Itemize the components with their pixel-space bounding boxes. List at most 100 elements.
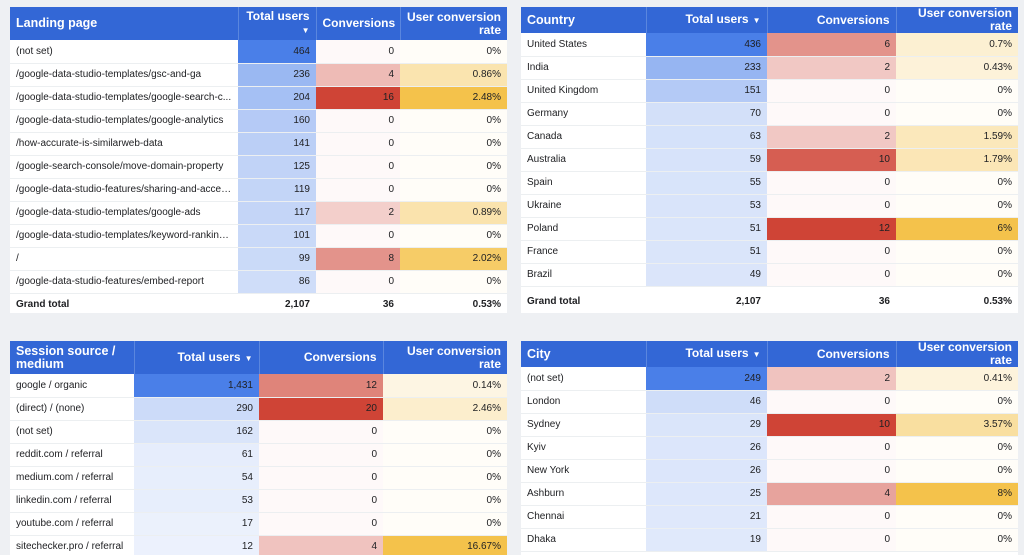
table-row[interactable]: Spain 55 0 0% bbox=[521, 171, 1018, 195]
col-conversions[interactable]: Conversions bbox=[316, 7, 401, 40]
table-row[interactable]: New York 26 0 0% bbox=[521, 459, 1018, 483]
col-user-conversion-rate[interactable]: User conversion rate bbox=[400, 7, 507, 40]
table-row[interactable]: France 51 0 0% bbox=[521, 240, 1018, 264]
total-users-cell: 63 bbox=[646, 125, 767, 149]
conversion-rate-cell: 6% bbox=[896, 217, 1018, 241]
table-row[interactable]: /google-data-studio-templates/gsc-and-ga… bbox=[10, 63, 507, 87]
dimension-cell: Chennai bbox=[521, 505, 646, 529]
table-row[interactable]: United States 436 6 0.7% bbox=[521, 33, 1018, 57]
table-row[interactable]: London 46 0 0% bbox=[521, 390, 1018, 414]
arrow-down-icon[interactable]: ▼ bbox=[752, 350, 761, 359]
conversions-cell: 0 bbox=[767, 505, 896, 529]
dimension-cell: Ashburn bbox=[521, 482, 646, 506]
col-conversions[interactable]: Conversions bbox=[767, 341, 897, 367]
conversion-rate-cell: 0% bbox=[896, 79, 1018, 103]
conversion-rate-cell: 3.57% bbox=[896, 413, 1018, 437]
col-user-conversion-rate[interactable]: User conversion rate bbox=[896, 341, 1018, 367]
conversions-cell: 4 bbox=[316, 63, 400, 87]
table-row[interactable]: youtube.com / referral 17 0 0% bbox=[10, 512, 507, 536]
table-row[interactable]: Australia 59 10 1.79% bbox=[521, 148, 1018, 172]
total-users-cell: 436 bbox=[646, 33, 767, 57]
col-user-conversion-rate[interactable]: User conversion rate bbox=[383, 341, 507, 374]
col-conversions[interactable]: Conversions bbox=[259, 341, 384, 374]
table-row[interactable]: /how-accurate-is-similarweb-data 141 0 0% bbox=[10, 132, 507, 156]
total-users-cell: 117 bbox=[238, 201, 316, 225]
arrow-down-icon[interactable]: ▼ bbox=[244, 353, 253, 363]
dimension-cell: sitechecker.pro / referral bbox=[10, 535, 134, 555]
table-row[interactable]: Ashburn 25 4 8% bbox=[521, 482, 1018, 506]
table-row[interactable]: /google-data-studio-features/embed-repor… bbox=[10, 270, 507, 294]
total-users-cell: 119 bbox=[238, 178, 316, 202]
table-row[interactable]: Ukraine 53 0 0% bbox=[521, 194, 1018, 218]
table-row[interactable]: Kyiv 26 0 0% bbox=[521, 436, 1018, 460]
table-row[interactable]: Germany 70 0 0% bbox=[521, 102, 1018, 126]
table-row[interactable]: sitechecker.pro / referral 12 4 16.67% bbox=[10, 535, 507, 555]
table-row[interactable]: India 233 2 0.43% bbox=[521, 56, 1018, 80]
col-city[interactable]: City bbox=[521, 341, 647, 367]
table-row[interactable]: /google-search-console/move-domain-prope… bbox=[10, 155, 507, 179]
table-row[interactable]: linkedin.com / referral 53 0 0% bbox=[10, 489, 507, 513]
col-session-source-medium[interactable]: Session source / medium bbox=[10, 341, 135, 374]
conversion-rate-cell: 0% bbox=[383, 512, 507, 536]
dimension-cell: (not set) bbox=[10, 40, 238, 64]
table-row[interactable]: /99 8 2.02% bbox=[10, 247, 507, 271]
total-users-cell: 59 bbox=[646, 148, 767, 172]
dimension-cell: /google-data-studio-templates/gsc-and-ga bbox=[10, 63, 238, 87]
dimension-cell: New York bbox=[521, 459, 646, 483]
table-row[interactable]: (direct) / (none) 290 20 2.46% bbox=[10, 397, 507, 421]
table-row[interactable]: Canada 63 2 1.59% bbox=[521, 125, 1018, 149]
table-row[interactable]: (not set) 249 2 0.41% bbox=[521, 367, 1018, 391]
table-row[interactable]: Chennai 21 0 0% bbox=[521, 505, 1018, 529]
table-row[interactable]: google / organic 1,431 12 0.14% bbox=[10, 374, 507, 398]
col-total-users[interactable]: Total users ▼ bbox=[134, 341, 260, 374]
conversion-rate-cell: 0% bbox=[896, 102, 1018, 126]
dimension-cell: Spain bbox=[521, 171, 646, 195]
col-conversions[interactable]: Conversions bbox=[767, 7, 897, 33]
table-row[interactable]: (not set) 162 0 0% bbox=[10, 420, 507, 444]
table-row[interactable]: medium.com / referral 54 0 0% bbox=[10, 466, 507, 490]
col-landing-page[interactable]: Landing page bbox=[10, 7, 239, 40]
col-total-users[interactable]: Total users ▼ bbox=[238, 7, 317, 40]
conversion-rate-cell: 0% bbox=[896, 459, 1018, 483]
grand-total-value: 0.53% bbox=[472, 299, 501, 311]
table-row[interactable]: reddit.com / referral 61 0 0% bbox=[10, 443, 507, 467]
col-country[interactable]: Country bbox=[521, 7, 647, 33]
table-row[interactable]: /google-data-studio-templates/google-ads… bbox=[10, 201, 507, 225]
table-row[interactable]: Brazil 49 0 0% bbox=[521, 263, 1018, 287]
col-user-conversion-rate[interactable]: User conversion rate bbox=[896, 7, 1018, 33]
conversions-cell: 0 bbox=[259, 466, 383, 490]
conversions-cell: 2 bbox=[767, 56, 896, 80]
col-total-users[interactable]: Total users ▼ bbox=[646, 7, 768, 33]
table-body: (not set) 249 2 0.41% London 46 0 0% Sydney 29 10 3… bbox=[521, 367, 1018, 552]
table-row[interactable]: /google-data-studio-templates/keyword-ra… bbox=[10, 224, 507, 248]
table-row[interactable]: Sydney 29 10 3.57% bbox=[521, 413, 1018, 437]
col-total-users[interactable]: Total users ▼ bbox=[646, 341, 768, 367]
total-users-cell: 49 bbox=[646, 263, 767, 287]
conversion-rate-cell: 0.41% bbox=[896, 367, 1018, 391]
conversions-cell: 0 bbox=[259, 443, 383, 467]
arrow-down-icon[interactable]: ▼ bbox=[752, 16, 761, 25]
table-row[interactable]: Dhaka 19 0 0% bbox=[521, 528, 1018, 552]
dimension-cell: google / organic bbox=[10, 374, 134, 398]
dimension-cell: Australia bbox=[521, 148, 646, 172]
conversions-cell: 12 bbox=[259, 374, 383, 398]
total-users-cell: 204 bbox=[238, 86, 316, 110]
total-users-cell: 86 bbox=[238, 270, 316, 294]
arrow-down-icon[interactable]: ▼ bbox=[301, 26, 310, 35]
total-users-cell: 51 bbox=[646, 217, 767, 241]
dimension-cell: youtube.com / referral bbox=[10, 512, 134, 536]
table-row[interactable]: /google-data-studio-templates/google-sea… bbox=[10, 86, 507, 110]
conversion-rate-cell: 0% bbox=[896, 240, 1018, 264]
conversion-rate-cell: 0.43% bbox=[896, 56, 1018, 80]
total-users-cell: 12 bbox=[134, 535, 259, 555]
table-row[interactable]: /google-data-studio-features/sharing-and… bbox=[10, 178, 507, 202]
table-row[interactable]: (not set) 464 0 0% bbox=[10, 40, 507, 64]
conversion-rate-cell: 0% bbox=[896, 194, 1018, 218]
conversion-rate-cell: 0% bbox=[896, 505, 1018, 529]
conversion-rate-cell: 2.02% bbox=[400, 247, 507, 271]
table-row[interactable]: United Kingdom 151 0 0% bbox=[521, 79, 1018, 103]
table-row[interactable]: Poland 51 12 6% bbox=[521, 217, 1018, 241]
grand-total-label: Grand total bbox=[527, 295, 581, 307]
table-row[interactable]: /google-data-studio-templates/google-ana… bbox=[10, 109, 507, 133]
conversions-cell: 0 bbox=[767, 528, 896, 552]
